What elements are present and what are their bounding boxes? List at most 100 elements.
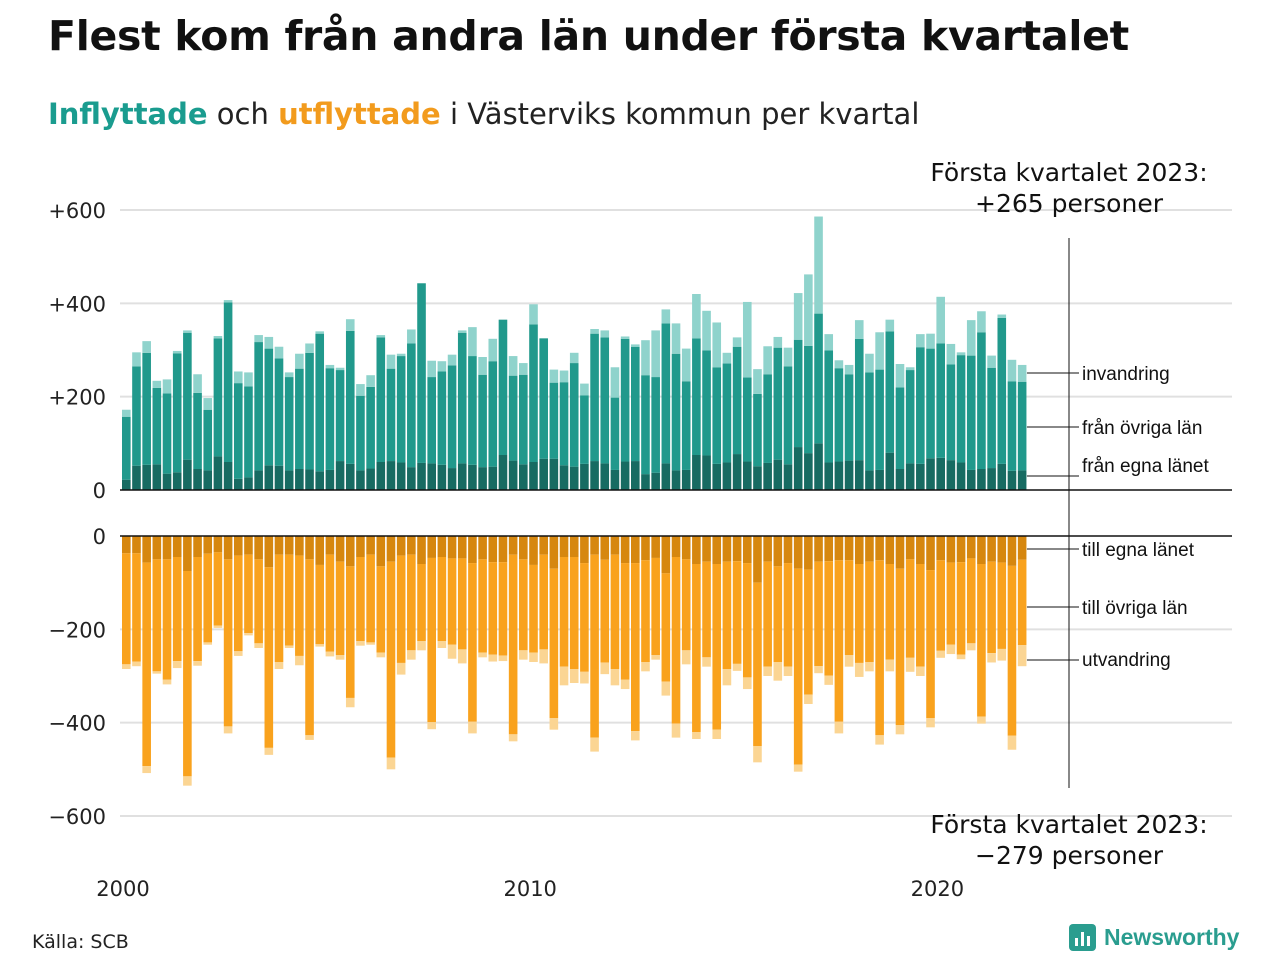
inflow-bar-3 bbox=[977, 311, 986, 333]
inflow-bar-3 bbox=[814, 216, 823, 314]
outflow-bar-3 bbox=[936, 650, 945, 658]
inflow-bar-2 bbox=[559, 382, 569, 466]
outflow-bar-1 bbox=[396, 536, 406, 556]
inflow-bar-3 bbox=[926, 333, 935, 349]
inflow-bar-1 bbox=[559, 465, 569, 490]
outflow-bar-1 bbox=[172, 536, 182, 557]
inflow-bar-3 bbox=[844, 364, 854, 375]
inflow-bar-3 bbox=[651, 330, 660, 378]
outflow-bar-2 bbox=[172, 557, 182, 662]
inflow-bar-2 bbox=[905, 370, 915, 464]
inflow-bar-1 bbox=[1007, 470, 1017, 490]
inflow-bar-2 bbox=[702, 350, 711, 456]
outflow-bar-2 bbox=[875, 560, 884, 736]
outflow-bar-1 bbox=[569, 536, 579, 557]
outflow-bar-1 bbox=[956, 536, 966, 563]
outflow-bar-2 bbox=[977, 564, 986, 717]
outflow-bar-2 bbox=[233, 555, 243, 652]
inflow-bar-1 bbox=[549, 458, 559, 490]
outflow-bar-2 bbox=[478, 559, 487, 653]
inflow-bar-1 bbox=[539, 458, 548, 490]
inflow-bar-2 bbox=[396, 356, 406, 463]
outflow-bar-3 bbox=[610, 669, 620, 686]
inflow-bar-2 bbox=[651, 377, 660, 473]
inflow-bar-3 bbox=[671, 323, 681, 354]
outflow-bar-2 bbox=[712, 564, 722, 730]
inflow-bar-3 bbox=[997, 314, 1007, 318]
inflow-bar-1 bbox=[793, 447, 803, 490]
outflow-bar-3 bbox=[498, 655, 508, 662]
inflow-bar-1 bbox=[284, 470, 294, 490]
outflow-bar-1 bbox=[763, 536, 772, 562]
inflow-bar-3 bbox=[437, 361, 447, 372]
inflow-bar-3 bbox=[264, 336, 274, 349]
outflow-bar-1 bbox=[590, 536, 599, 555]
outflow-bar-1 bbox=[122, 536, 131, 554]
inflow-bar-1 bbox=[315, 471, 325, 490]
inflow-bar-2 bbox=[671, 353, 681, 471]
inflow-bar-3 bbox=[946, 343, 956, 365]
inflow-bar-1 bbox=[620, 461, 630, 490]
inflow-bar-1 bbox=[865, 470, 874, 490]
inflow-bar-2 bbox=[274, 358, 284, 466]
inflow-bar-1 bbox=[325, 469, 335, 490]
outflow-bar-1 bbox=[244, 536, 253, 555]
inflow-bar-3 bbox=[335, 367, 345, 371]
outflow-bar-2 bbox=[295, 555, 304, 656]
outflow-bar-1 bbox=[498, 536, 508, 563]
inflow-bar-1 bbox=[427, 463, 436, 490]
inflow-bar-3 bbox=[122, 409, 131, 417]
inflow-bar-2 bbox=[488, 361, 498, 467]
inflow-bar-2 bbox=[213, 338, 223, 457]
outflow-bar-2 bbox=[916, 564, 925, 667]
inflow-bar-3 bbox=[773, 336, 783, 348]
inflow-bar-3 bbox=[559, 370, 569, 383]
inflow-bar-3 bbox=[284, 372, 294, 378]
inflow-bar-1 bbox=[345, 463, 355, 490]
inflow-bar-2 bbox=[356, 395, 365, 471]
inflow-bar-2 bbox=[437, 371, 447, 465]
outflow-bar-1 bbox=[926, 536, 935, 571]
inflow-bar-2 bbox=[457, 332, 467, 464]
outflow-bar-2 bbox=[641, 560, 650, 662]
inflow-bar-1 bbox=[742, 461, 752, 490]
top-annotation-line2: +265 personer bbox=[975, 189, 1164, 218]
inflow-bar-3 bbox=[895, 364, 905, 388]
chart-subtitle: Inflyttade och utflyttade i Västerviks k… bbox=[48, 97, 919, 131]
inflow-bar-1 bbox=[132, 465, 141, 490]
outflow-bar-2 bbox=[865, 561, 874, 662]
outflow-bar-1 bbox=[814, 536, 823, 562]
inflow-bar-3 bbox=[183, 330, 192, 333]
inflow-bar-2 bbox=[783, 366, 793, 465]
outflow-bar-1 bbox=[854, 536, 864, 564]
outflow-bar-1 bbox=[722, 536, 732, 562]
inflow-bar-1 bbox=[692, 455, 701, 490]
inflow-bar-3 bbox=[447, 354, 457, 366]
outflow-bar-3 bbox=[529, 652, 538, 662]
outflow-bar-3 bbox=[987, 653, 996, 663]
inflow-bar-3 bbox=[295, 353, 304, 369]
outflow-bar-3 bbox=[233, 651, 243, 656]
outflow-bar-3 bbox=[631, 731, 640, 741]
bottom-y-tick-label: −400 bbox=[48, 712, 106, 736]
inflow-bar-3 bbox=[315, 331, 325, 334]
inflow-bar-1 bbox=[926, 458, 935, 490]
outflow-bar-3 bbox=[692, 732, 701, 739]
outflow-bar-1 bbox=[325, 536, 335, 555]
inflow-bar-2 bbox=[966, 355, 976, 470]
outflow-bar-2 bbox=[905, 559, 915, 658]
outflow-bar-3 bbox=[407, 650, 416, 660]
inflow-bar-3 bbox=[386, 354, 396, 369]
outflow-bar-1 bbox=[692, 536, 701, 564]
inflow-bar-3 bbox=[213, 336, 223, 339]
outflow-bar-3 bbox=[264, 747, 274, 755]
outflow-bar-1 bbox=[1017, 536, 1027, 560]
outflow-bar-2 bbox=[946, 562, 956, 645]
outflow-bar-2 bbox=[345, 566, 355, 698]
inflow-bar-1 bbox=[213, 456, 223, 490]
outflow-bar-2 bbox=[987, 561, 996, 654]
inflow-bar-1 bbox=[417, 462, 426, 490]
inflow-bar-3 bbox=[641, 340, 650, 376]
inflow-bar-1 bbox=[905, 463, 915, 490]
